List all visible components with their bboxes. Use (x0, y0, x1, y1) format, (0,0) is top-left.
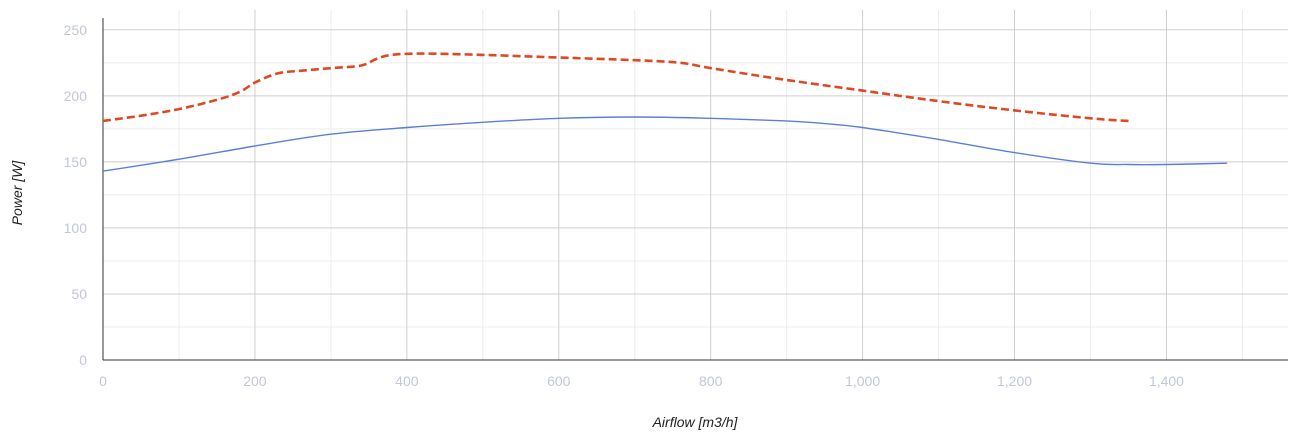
axes (102, 18, 1288, 361)
tick-labels: 0 200 400 600 800 1,000 1,200 1,400 0 50 100 150 200… (64, 22, 1185, 389)
x-tick-label: 0 (99, 373, 107, 389)
x-tick-label: 600 (547, 373, 571, 389)
y-tick-label: 200 (64, 88, 88, 104)
x-tick-label: 1,200 (997, 373, 1032, 389)
y-tick-label: 50 (71, 286, 87, 302)
dashed-power-line (102, 52, 1129, 123)
x-tick-label: 800 (699, 373, 723, 389)
x-tick-label: 200 (243, 373, 267, 389)
y-axis-title: Power [W] (9, 160, 25, 226)
y-tick-label: 250 (64, 22, 88, 38)
solid-power-line (102, 116, 1228, 172)
x-tick-label: 1,400 (1149, 373, 1184, 389)
series-lines (102, 52, 1228, 172)
x-tick-label: 1,000 (845, 373, 880, 389)
y-tick-label: 150 (64, 154, 88, 170)
y-tick-label: 0 (79, 352, 87, 368)
x-tick-label: 400 (395, 373, 419, 389)
y-tick-label: 100 (64, 220, 88, 236)
grid (103, 10, 1288, 360)
x-axis-title: Airflow [m3/h] (652, 414, 739, 430)
